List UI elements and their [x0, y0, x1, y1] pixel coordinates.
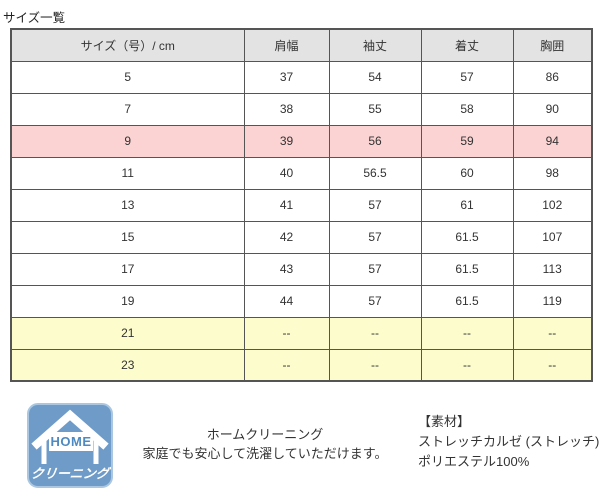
- cell-body-length: 61.5: [420, 252, 514, 286]
- cell-size: 9: [10, 124, 245, 158]
- cell-sleeve-length: 55: [328, 92, 422, 126]
- table-row: 19 44 57 61.5 119: [10, 284, 593, 318]
- cell-sleeve-length: 54: [328, 60, 422, 94]
- cell-body-length: 60: [420, 156, 514, 190]
- cell-chest: 113: [512, 252, 593, 286]
- cell-sleeve-length: 57: [328, 188, 422, 222]
- cell-sleeve-length: 57: [328, 220, 422, 254]
- home-cleaning-description: 家庭でも安心して洗濯していただけます。: [142, 446, 388, 461]
- col-header-size: サイズ（号）/ cm: [10, 28, 245, 62]
- col-header-chest: 胸囲: [512, 28, 593, 62]
- cell-size: 5: [10, 60, 245, 94]
- cell-sleeve-length: --: [328, 316, 422, 350]
- cell-shoulder-width: 40: [243, 156, 330, 190]
- cell-body-length: 57: [420, 60, 514, 94]
- cell-body-length: --: [420, 316, 514, 350]
- cell-sleeve-length: --: [328, 348, 422, 382]
- cell-size: 7: [10, 92, 245, 126]
- home-cleaning-title: ホームクリーニング: [206, 427, 324, 442]
- material-composition: ポリエステル100%: [418, 454, 530, 469]
- size-table: サイズ（号）/ cm 肩幅 袖丈 着丈 胸囲 5 37 54 57 86 7 3…: [10, 28, 593, 382]
- cell-body-length: 59: [420, 124, 514, 158]
- col-header-sleeve-length: 袖丈: [328, 28, 422, 62]
- cell-chest: 90: [512, 92, 593, 126]
- cell-chest: --: [512, 348, 593, 382]
- cell-size: 23: [10, 348, 245, 382]
- page-title: サイズ一覧: [3, 11, 66, 25]
- cell-size: 11: [10, 156, 245, 190]
- cell-sleeve-length: 56: [328, 124, 422, 158]
- icon-cleaning-label: クリーニング: [30, 466, 110, 481]
- table-row: 13 41 57 61 102: [10, 188, 593, 222]
- cell-body-length: 61.5: [420, 220, 514, 254]
- table-row: 15 42 57 61.5 107: [10, 220, 593, 254]
- cell-chest: 94: [512, 124, 593, 158]
- col-header-shoulder-width: 肩幅: [243, 28, 330, 62]
- cell-sleeve-length: 57: [328, 284, 422, 318]
- cell-chest: 119: [512, 284, 593, 318]
- cell-size: 21: [10, 316, 245, 350]
- cell-shoulder-width: 41: [243, 188, 330, 222]
- table-row: 23 -- -- -- --: [10, 348, 593, 382]
- material-fabric: ストレッチカルゼ (ストレッチ): [418, 434, 600, 449]
- cell-chest: 102: [512, 188, 593, 222]
- cell-sleeve-length: 57: [328, 252, 422, 286]
- cell-shoulder-width: 42: [243, 220, 330, 254]
- cell-shoulder-width: 38: [243, 92, 330, 126]
- table-row: 17 43 57 61.5 113: [10, 252, 593, 286]
- home-cleaning-text: ホームクリーニング 家庭でも安心して洗濯していただけます。: [120, 425, 410, 463]
- table-row: 21 -- -- -- --: [10, 316, 593, 350]
- cell-size: 17: [10, 252, 245, 286]
- col-header-body-length: 着丈: [420, 28, 514, 62]
- cell-body-length: --: [420, 348, 514, 382]
- cell-shoulder-width: --: [243, 348, 330, 382]
- cell-size: 13: [10, 188, 245, 222]
- cell-size: 19: [10, 284, 245, 318]
- cell-shoulder-width: 43: [243, 252, 330, 286]
- cell-chest: --: [512, 316, 593, 350]
- table-row: 7 38 55 58 90: [10, 92, 593, 126]
- cell-body-length: 58: [420, 92, 514, 126]
- cell-shoulder-width: --: [243, 316, 330, 350]
- cell-chest: 86: [512, 60, 593, 94]
- table-row: 5 37 54 57 86: [10, 60, 593, 94]
- cell-chest: 98: [512, 156, 593, 190]
- cell-size: 15: [10, 220, 245, 254]
- material-info: 【素材】 ストレッチカルゼ (ストレッチ) ポリエステル100%: [418, 412, 599, 472]
- table-row: 11 40 56.5 60 98: [10, 156, 593, 190]
- cell-body-length: 61: [420, 188, 514, 222]
- icon-home-label: HOME: [49, 432, 93, 451]
- cell-chest: 107: [512, 220, 593, 254]
- size-table-header-row: サイズ（号）/ cm 肩幅 袖丈 着丈 胸囲: [10, 28, 593, 62]
- cell-shoulder-width: 37: [243, 60, 330, 94]
- cell-shoulder-width: 44: [243, 284, 330, 318]
- cell-sleeve-length: 56.5: [328, 156, 422, 190]
- cell-body-length: 61.5: [420, 284, 514, 318]
- home-cleaning-icon: HOME クリーニング: [27, 403, 113, 488]
- table-row: 9 39 56 59 94: [10, 124, 593, 158]
- material-label: 【素材】: [418, 414, 471, 429]
- cell-shoulder-width: 39: [243, 124, 330, 158]
